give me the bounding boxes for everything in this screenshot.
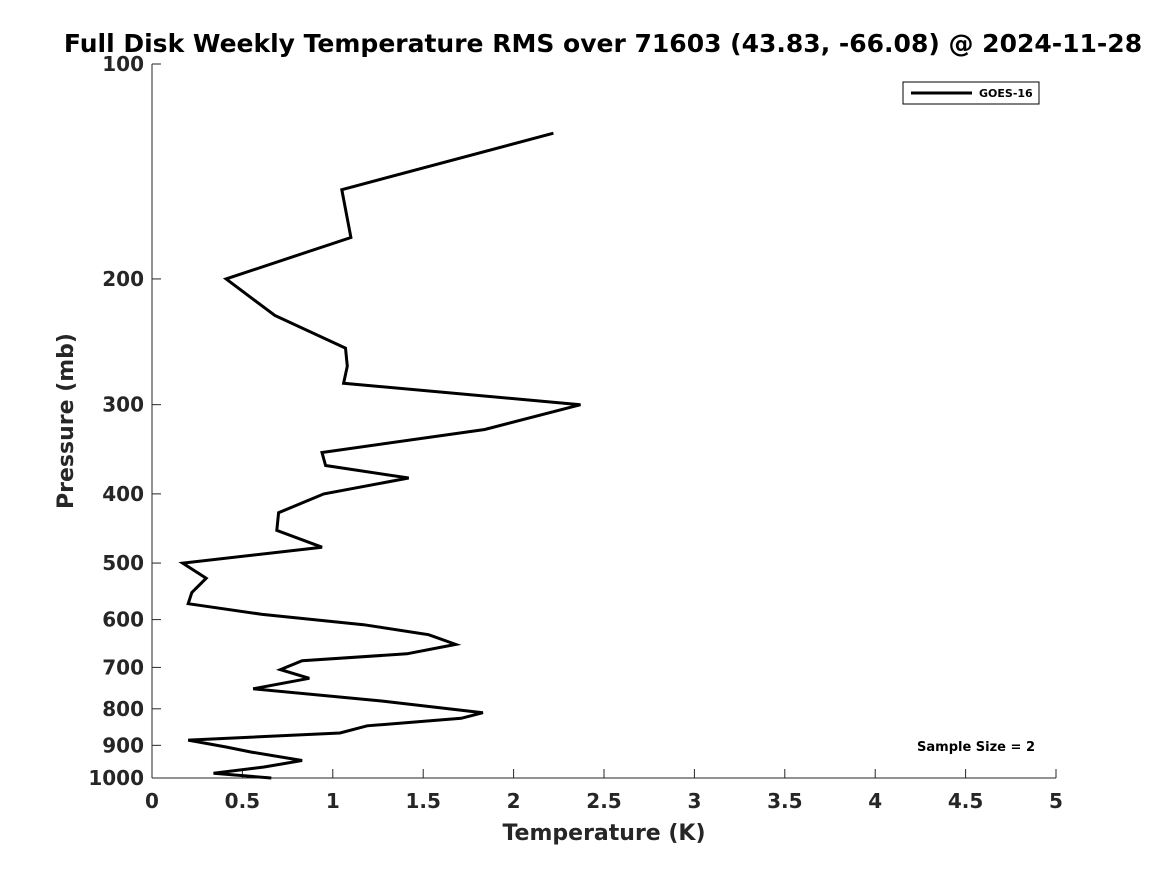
x-tick-label: 1 (326, 789, 340, 813)
x-tick-label: 4.5 (948, 789, 983, 813)
x-axis-ticks: 0 0.5 1 1.5 2 2.5 3 3.5 4 4.5 5 (145, 769, 1063, 813)
y-tick-label: 800 (102, 697, 144, 721)
legend[interactable]: GOES-16 (902, 81, 1040, 105)
y-tick-label: 400 (102, 482, 144, 506)
x-tick-label: 4 (868, 789, 882, 813)
x-tick-label: 5 (1049, 789, 1063, 813)
legend-entry-goes-16: GOES-16 (979, 87, 1033, 100)
series-group (178, 131, 581, 780)
x-tick-label: 3.5 (767, 789, 802, 813)
y-tick-label: 100 (102, 52, 144, 76)
y-tick-label: 600 (102, 608, 144, 632)
x-tick-label: 3 (687, 789, 701, 813)
y-tick-label: 500 (102, 551, 144, 575)
y-tick-label: 900 (102, 733, 144, 757)
y-axis-label: Pressure (mb) (54, 333, 79, 509)
y-tick-label: 1000 (88, 766, 144, 790)
y-tick-label: 700 (102, 655, 144, 679)
y-tick-label: 200 (102, 267, 144, 291)
x-tick-label: 0 (145, 789, 159, 813)
sample-size-annotation: Sample Size = 2 (917, 740, 1035, 755)
x-axis-label: Temperature (K) (502, 821, 705, 846)
x-tick-label: 0.5 (225, 789, 260, 813)
x-tick-label: 2 (507, 789, 521, 813)
series-line-goes-16 (178, 131, 581, 780)
x-tick-label: 1.5 (405, 789, 440, 813)
y-tick-label: 300 (102, 393, 144, 417)
x-tick-label: 2.5 (586, 789, 621, 813)
chart-title: Full Disk Weekly Temperature RMS over 71… (64, 29, 1142, 58)
y-axis-ticks: 100 200 300 400 500 600 700 800 900 1000 (88, 52, 161, 790)
